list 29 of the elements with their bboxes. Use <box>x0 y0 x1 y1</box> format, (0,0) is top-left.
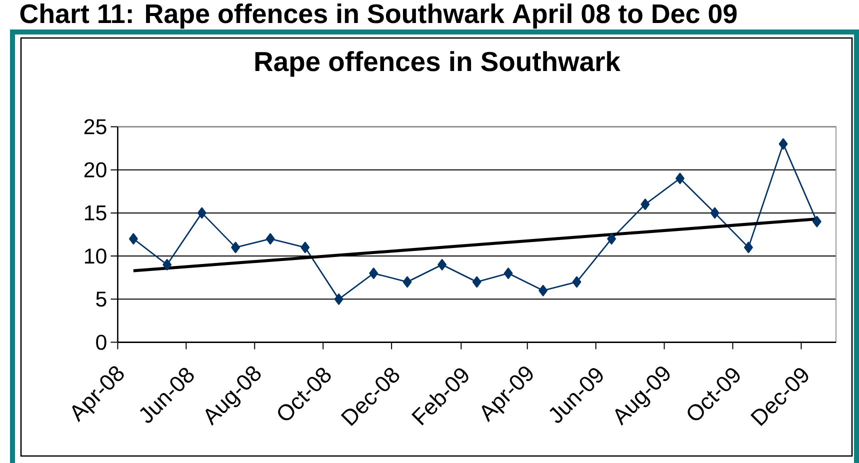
point <box>369 268 378 280</box>
point <box>504 268 513 280</box>
point <box>640 198 650 210</box>
chart-title: Chart 11: Rape offences in Southwark April 08 to Dec 09 <box>20 4 737 29</box>
point <box>812 216 822 228</box>
y-tick-label: 0 <box>96 334 106 350</box>
point <box>778 138 788 150</box>
y-tick-label: 20 <box>84 162 106 178</box>
point <box>710 207 720 219</box>
point <box>676 172 684 184</box>
point <box>334 293 344 305</box>
point <box>438 258 447 270</box>
point <box>572 276 582 288</box>
point <box>607 233 616 245</box>
y-tick-label: 10 <box>84 248 106 264</box>
point <box>744 242 753 254</box>
point <box>231 242 240 254</box>
point <box>197 207 206 219</box>
point <box>300 242 310 254</box>
point <box>402 276 412 288</box>
point <box>538 284 548 296</box>
chart-subtitle: Rape offences in Southwark <box>255 51 620 77</box>
y-tick-label: 5 <box>96 292 106 307</box>
point <box>128 233 138 245</box>
y-tick-label: 15 <box>84 205 106 220</box>
point <box>162 258 172 270</box>
y-tick-label: 25 <box>84 119 106 134</box>
point <box>472 276 482 288</box>
point <box>266 233 275 245</box>
